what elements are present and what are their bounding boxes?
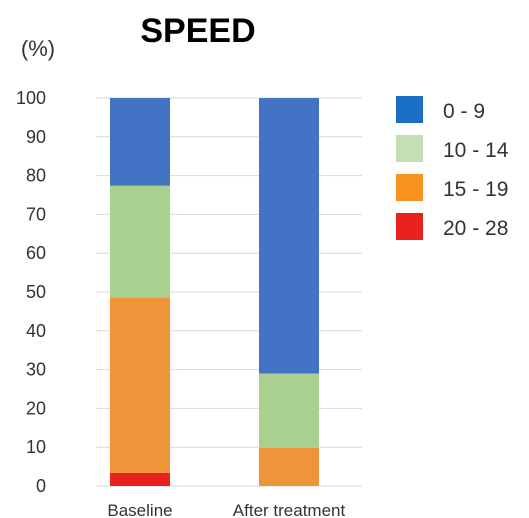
bar-segment: [110, 297, 170, 473]
y-tick-label: 90: [26, 127, 46, 147]
legend: 0 - 9 10 - 14 15 - 19 20 - 28: [396, 96, 509, 240]
legend-label: 20 - 28: [443, 217, 508, 240]
legend-swatch: [396, 135, 423, 162]
legend-swatch: [396, 213, 423, 240]
y-tick-label: 100: [16, 88, 46, 108]
y-tick-label: 30: [26, 360, 46, 380]
legend-label: 10 - 14: [443, 139, 509, 162]
y-axis-unit-label: (%): [21, 36, 55, 61]
x-tick-label: Baseline: [107, 501, 172, 518]
x-axis-ticks: Baseline After treatment: [107, 501, 345, 518]
bar-segment: [259, 98, 319, 374]
y-tick-label: 40: [26, 321, 46, 341]
legend-label: 15 - 19: [443, 178, 508, 201]
y-tick-label: 70: [26, 204, 46, 224]
bar-segment: [110, 472, 170, 486]
y-tick-label: 60: [26, 243, 46, 263]
y-tick-label: 50: [26, 282, 46, 302]
y-tick-label: 20: [26, 398, 46, 418]
x-tick-label: After treatment: [233, 501, 346, 518]
legend-label: 0 - 9: [443, 100, 485, 123]
y-axis-ticks: 0 10 20 30 40 50 60 70 80 90 100: [16, 88, 46, 496]
bar-segment: [110, 185, 170, 298]
y-tick-label: 0: [36, 476, 46, 496]
y-tick-label: 10: [26, 437, 46, 457]
bar-segment: [259, 373, 319, 448]
legend-swatch: [396, 96, 423, 123]
y-tick-label: 80: [26, 166, 46, 186]
bars: [110, 98, 319, 486]
bar-segment: [110, 98, 170, 186]
legend-swatch: [396, 174, 423, 201]
chart-title: SPEED: [140, 12, 255, 50]
bar-segment: [259, 447, 319, 486]
